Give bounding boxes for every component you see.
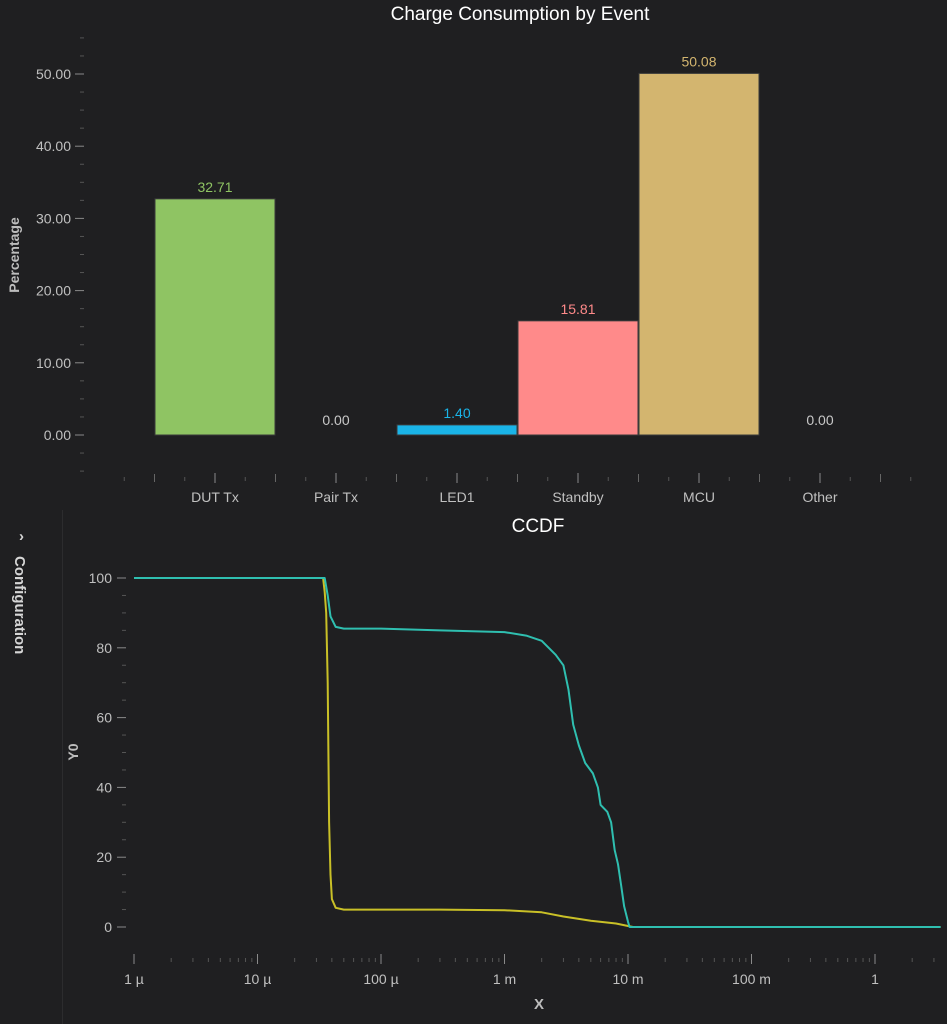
x-tick-label: MCU — [683, 489, 715, 505]
ccdf-chart-y-axis: 0 20 40 60 80 100 — [89, 570, 126, 935]
bar-value-label: 50.08 — [681, 53, 716, 69]
bar — [396, 424, 518, 436]
x-tick-label: Pair Tx — [314, 489, 358, 505]
y-tick-label: 0.00 — [44, 427, 71, 443]
ccdf-chart-x-axis-label: X — [534, 996, 544, 1013]
y-tick-label: 60 — [96, 710, 112, 726]
ccdf-chart-x-axis: 1 µ 10 µ 100 µ 1 m 10 m 100 m 1 — [124, 954, 935, 987]
bar-chart: Charge Consumption by Event Percentage 0… — [6, 4, 912, 505]
series-teal-line — [134, 577, 941, 928]
x-tick-label: 10 µ — [244, 971, 272, 987]
configuration-toggle[interactable]: › Configuration — [4, 520, 40, 670]
y-tick-label: 20 — [96, 849, 112, 865]
x-tick-label: 100 m — [732, 971, 771, 987]
bar — [517, 320, 639, 436]
bar — [638, 72, 760, 436]
x-tick-label: Other — [802, 489, 837, 505]
y-tick-label: 10.00 — [36, 355, 71, 371]
y-tick-label: 30.00 — [36, 210, 71, 226]
y-tick-label: 80 — [96, 640, 112, 656]
bar-value-label: 0.00 — [806, 412, 833, 428]
bar-chart-y-axis-label: Percentage — [6, 217, 22, 293]
ccdf-chart-lines — [134, 577, 941, 928]
x-tick-label: 1 m — [493, 971, 516, 987]
bar-chart-bars: 32.71 0.00 1.40 15.81 50.08 0.00 — [154, 53, 834, 436]
configuration-panel: › Configuration — [0, 510, 63, 1024]
configuration-label: Configuration — [11, 556, 28, 655]
bar — [154, 198, 276, 436]
y-tick-label: 40 — [96, 779, 112, 795]
x-tick-label: 10 m — [612, 971, 643, 987]
bar-value-label: 15.81 — [560, 301, 595, 317]
x-tick-label: LED1 — [439, 489, 474, 505]
x-tick-label: DUT Tx — [191, 489, 239, 505]
x-tick-label: 1 µ — [124, 971, 144, 987]
ccdf-chart-y-axis-label: Y0 — [65, 743, 81, 760]
bar-chart-title: Charge Consumption by Event — [391, 4, 650, 25]
y-tick-label: 100 — [89, 570, 113, 586]
x-tick-label: 1 — [871, 971, 879, 987]
y-tick-label: 50.00 — [36, 66, 71, 82]
y-tick-label: 20.00 — [36, 283, 71, 299]
x-tick-label: 100 µ — [363, 971, 398, 987]
chevron-right-icon: › — [19, 528, 24, 545]
bar-value-label: 1.40 — [443, 405, 470, 421]
x-tick-label: Standby — [552, 489, 603, 505]
bar-value-label: 0.00 — [322, 412, 349, 428]
bar-value-label: 32.71 — [197, 179, 232, 195]
bar-chart-y-axis: 0.00 10.00 20.00 30.00 40.00 50.00 — [36, 37, 84, 472]
y-tick-label: 40.00 — [36, 138, 71, 154]
y-tick-label: 0 — [104, 919, 112, 935]
bar-chart-x-axis: DUT Tx Pair Tx LED1 Standby MCU Other — [123, 473, 912, 505]
series-yellow-line — [134, 577, 941, 928]
ccdf-chart-title: CCDF — [512, 516, 565, 537]
